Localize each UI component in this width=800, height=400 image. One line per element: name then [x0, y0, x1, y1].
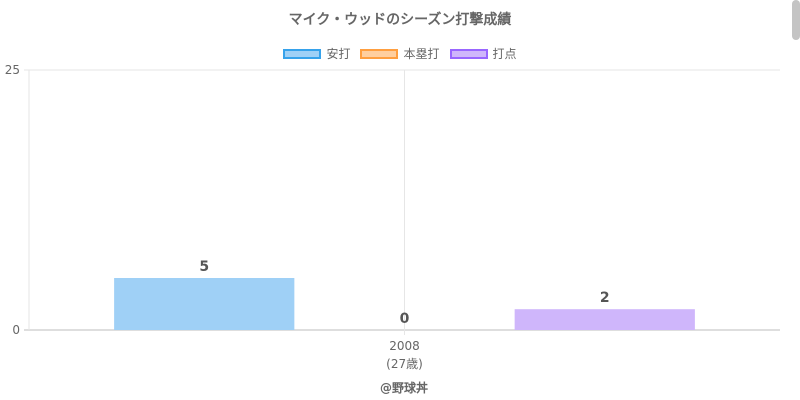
bar-0 — [114, 278, 295, 330]
y-tick-label: 25 — [5, 63, 20, 77]
legend-item-rbi[interactable]: 打点 — [449, 45, 517, 62]
data-label: 5 — [199, 259, 209, 275]
legend-label-homeruns: 本塁打 — [403, 47, 440, 61]
legend-item-hits[interactable]: 安打 — [283, 45, 350, 62]
legend-label-hits: 安打 — [326, 47, 351, 61]
data-label: 0 — [400, 311, 410, 327]
x-tick-sublabel: (27歳) — [386, 357, 423, 371]
x-tick-label: 2008 — [389, 339, 420, 353]
legend-label-rbi: 打点 — [492, 47, 517, 61]
chart-title: マイク・ウッドのシーズン打撃成績 — [288, 12, 512, 28]
legend-swatch-hits — [283, 48, 322, 59]
legend-item-homeruns[interactable]: 本塁打 — [360, 45, 440, 62]
credit-text: @野球丼 — [379, 381, 428, 395]
legend-swatch-rbi — [449, 48, 488, 59]
y-tick-label: 0 — [12, 323, 20, 337]
legend: 安打 本塁打 打点 — [0, 45, 800, 62]
data-label: 2 — [600, 290, 610, 306]
legend-swatch-homeruns — [360, 48, 399, 59]
bar-2 — [514, 309, 695, 330]
scrollbar[interactable] — [792, 0, 800, 40]
